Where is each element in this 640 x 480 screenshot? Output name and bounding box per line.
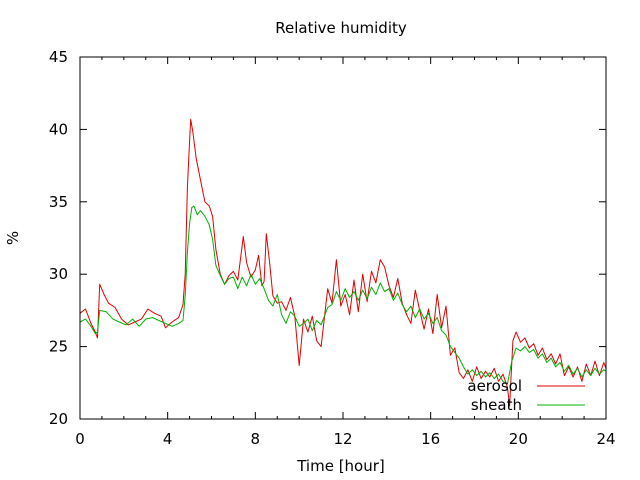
y-tick-label: 40	[49, 120, 68, 138]
plot-lines	[79, 118, 607, 407]
y-axis-label: %	[4, 231, 22, 245]
y-tick-label: 30	[49, 265, 68, 283]
y-tick-label: 35	[49, 193, 68, 211]
y-tick-label: 20	[49, 410, 68, 428]
x-tick-label: 12	[333, 430, 352, 448]
x-tick-label: 0	[75, 430, 85, 448]
x-tick-label: 4	[163, 430, 173, 448]
x-tick-label: 16	[421, 430, 440, 448]
x-tick-label: 8	[251, 430, 261, 448]
legend-label-aerosol: aerosol	[467, 377, 522, 395]
chart-title: Relative humidity	[275, 19, 407, 37]
x-tick-label: 20	[509, 430, 528, 448]
y-tick-label: 45	[49, 48, 68, 66]
series-line-sheath	[79, 205, 607, 385]
x-tick-label: 24	[596, 430, 615, 448]
legend-label-sheath: sheath	[471, 396, 522, 414]
series-line-aerosol	[79, 118, 607, 407]
y-tick-label: 25	[49, 338, 68, 356]
x-axis-label: Time [hour]	[296, 457, 385, 475]
plot-frame	[79, 56, 607, 420]
axis-ticks: 0 4 8 12 16 20 24 20 25 30 35 40 45	[49, 48, 616, 448]
